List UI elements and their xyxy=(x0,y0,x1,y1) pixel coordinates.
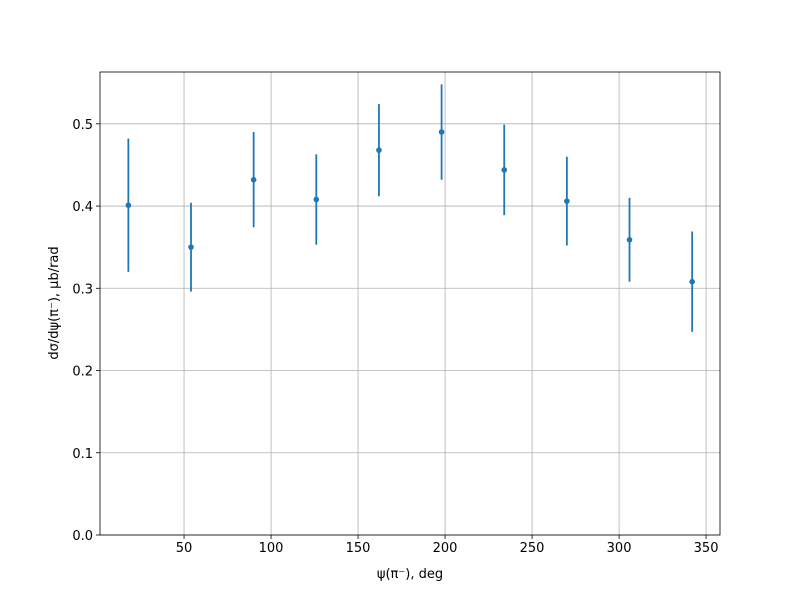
data-point xyxy=(313,196,320,203)
y-tick-label: 0.0 xyxy=(72,529,93,544)
x-axis-label: ψ(π⁻), deg xyxy=(377,567,443,582)
x-tick-label: 150 xyxy=(346,541,371,556)
data-point xyxy=(250,176,257,183)
x-tick-label: 250 xyxy=(520,541,545,556)
data-point xyxy=(626,236,633,243)
y-tick-label: 0.2 xyxy=(72,365,93,380)
x-tick-label: 100 xyxy=(259,541,284,556)
plot-frame xyxy=(99,71,721,536)
y-tick-label: 0.5 xyxy=(72,118,93,133)
y-tick-label: 0.4 xyxy=(72,200,93,215)
x-tick-label: 300 xyxy=(607,541,632,556)
data-point xyxy=(438,129,445,135)
x-tick-label: 50 xyxy=(176,541,193,556)
data-point xyxy=(188,244,194,250)
data-point xyxy=(564,198,570,204)
y-tick-label: 0.3 xyxy=(72,282,93,297)
x-tick-label: 200 xyxy=(433,541,458,556)
y-tick-label: 0.1 xyxy=(72,447,93,462)
x-tick-label: 350 xyxy=(694,541,719,556)
data-point xyxy=(689,278,695,285)
data-point xyxy=(376,147,382,153)
data-point xyxy=(501,167,508,173)
y-axis-label: dσ/dψ(π⁻), μb/rad xyxy=(47,246,62,359)
data-point xyxy=(125,202,132,209)
